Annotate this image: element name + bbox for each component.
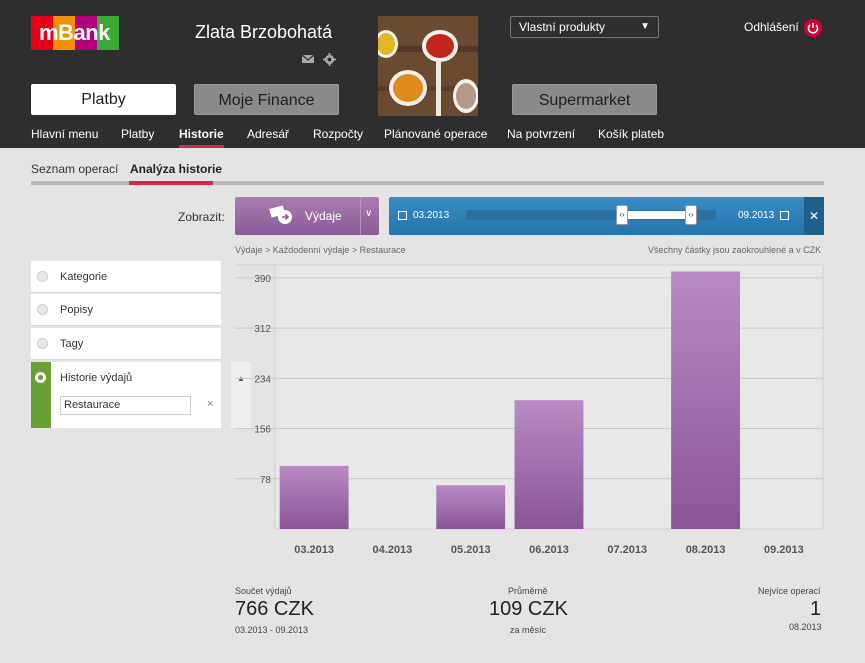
filter-option-label: Kategorie — [60, 271, 108, 283]
filter-option-label: Historie výdajů — [60, 372, 133, 384]
radio-button-selected[interactable] — [35, 372, 46, 383]
x-tick-label: 08.2013 — [686, 544, 726, 556]
radio-button[interactable] — [37, 338, 48, 349]
nav-hlavni-menu[interactable]: Hlavní menu — [31, 127, 99, 141]
date-to: 09.2013 — [738, 210, 775, 221]
product-select-value: Vlastní produkty — [519, 20, 606, 34]
x-tick-label: 03.2013 — [294, 544, 334, 556]
supermarket-button[interactable]: Supermarket — [512, 84, 657, 115]
power-icon[interactable] — [804, 19, 822, 37]
logo-text: mBank — [39, 20, 110, 45]
clear-icon[interactable]: × — [207, 398, 214, 410]
nav-planovane-operace[interactable]: Plánované operace — [384, 127, 488, 141]
nav-kosik-plateb[interactable]: Košík plateb — [598, 127, 665, 141]
expense-type-label: Výdaje — [305, 209, 342, 223]
nav-na-potvrzeni[interactable]: Na potvrzení — [507, 127, 576, 141]
average-value: 109 CZK — [489, 598, 568, 620]
x-tick-label: 07.2013 — [607, 544, 647, 556]
y-tick-label: 312 — [254, 324, 271, 335]
y-tick-label: 390 — [254, 274, 271, 285]
average-label: Průměrně — [508, 586, 548, 596]
total-period: 03.2013 - 09.2013 — [235, 625, 309, 635]
x-tick-label: 05.2013 — [451, 544, 491, 556]
bar — [279, 465, 349, 529]
filter-option-label: Popisy — [60, 304, 94, 316]
y-tick-label: 156 — [254, 425, 271, 436]
max-operations-label: Nejvíce operací — [758, 586, 821, 596]
close-icon[interactable]: ✕ — [804, 197, 824, 235]
range-selection — [622, 211, 690, 219]
nav-rozpocty[interactable]: Rozpočty — [313, 127, 364, 141]
filter-option-popisy[interactable]: Popisy — [31, 294, 221, 326]
subnav-active-indicator — [129, 181, 213, 185]
total-value: 766 CZK — [235, 598, 314, 620]
header: mBank Zlata Brzobohatá Vlastní produkty … — [0, 0, 865, 148]
user-name: Zlata Brzobohatá — [195, 22, 333, 42]
chevron-down-icon[interactable]: ∨ — [365, 208, 373, 219]
dropdown-split — [360, 197, 361, 235]
radio-button[interactable] — [37, 271, 48, 282]
nav-adresar[interactable]: Adresář — [247, 127, 290, 141]
y-tick-label: 234 — [254, 374, 271, 385]
nav-historie[interactable]: Historie — [179, 127, 224, 141]
product-select[interactable]: Vlastní produkty ▼ — [510, 16, 659, 38]
filter-option-label: Tagy — [60, 338, 84, 350]
x-tick-label: 04.2013 — [373, 544, 413, 556]
spices-banner-image — [378, 16, 478, 116]
bar-chart: 78 156 234 312 390 03.2013 04.2013 05.2013 06.20… — [235, 264, 824, 556]
tab-analyza-historie[interactable]: Analýza historie — [130, 162, 223, 176]
range-handle-right[interactable]: ‹› — [685, 205, 697, 225]
range-handle-left[interactable]: ‹› — [616, 205, 628, 225]
nav-platby[interactable]: Platby — [121, 127, 155, 141]
bar — [671, 271, 741, 529]
bar — [514, 400, 584, 529]
average-sub: za měsíc — [510, 625, 547, 635]
calendar-icon[interactable] — [780, 211, 789, 220]
expense-type-dropdown[interactable]: Výdaje ∨ — [235, 197, 379, 235]
date-range-slider[interactable]: 03.2013 ‹› ‹› 09.2013 ✕ — [389, 197, 824, 235]
x-tick-label: 09.2013 — [764, 544, 804, 556]
expense-history-chart: 78 156 234 312 390 03.2013 04.2013 05.2013 06.20… — [235, 262, 825, 562]
logout-link[interactable]: Odhlášení — [744, 20, 799, 34]
subnav-divider — [31, 181, 824, 185]
max-operations-month: 08.2013 — [789, 622, 822, 632]
nav-active-indicator — [179, 145, 224, 148]
filter-option-kategorie[interactable]: Kategorie — [31, 261, 221, 293]
platby-button[interactable]: Platby — [31, 84, 176, 115]
breadcrumb[interactable]: Výdaje > Každodenní výdaje > Restaurace — [235, 245, 406, 255]
moje-finance-button[interactable]: Moje Finance — [194, 84, 339, 115]
tab-seznam-operaci[interactable]: Seznam operací — [31, 162, 119, 176]
mbank-logo[interactable]: mBank — [31, 16, 119, 50]
rounding-note: Všechny částky jsou zaokrouhlené a v CZK — [648, 245, 822, 255]
mail-icon[interactable] — [301, 53, 315, 65]
date-from: 03.2013 — [413, 210, 450, 221]
gear-icon[interactable] — [323, 53, 336, 66]
bar — [436, 485, 506, 529]
x-tick-label: 06.2013 — [529, 544, 569, 556]
zobrazit-label: Zobrazit: — [178, 210, 225, 224]
calendar-icon[interactable] — [398, 211, 407, 220]
filter-option-tagy[interactable]: Tagy — [31, 328, 221, 360]
max-operations-value: 1 — [810, 598, 822, 620]
total-label: Součet výdajů — [235, 586, 292, 596]
range-track[interactable] — [466, 210, 716, 220]
money-icon — [269, 205, 292, 224]
chevron-down-icon: ▼ — [640, 21, 650, 32]
category-search-input[interactable]: Restaurace — [60, 396, 191, 415]
y-tick-label: 78 — [260, 475, 272, 486]
radio-button[interactable] — [37, 304, 48, 315]
filter-option-historie-vydaju[interactable]: Historie výdajů ▲ Restaurace × — [31, 362, 251, 428]
